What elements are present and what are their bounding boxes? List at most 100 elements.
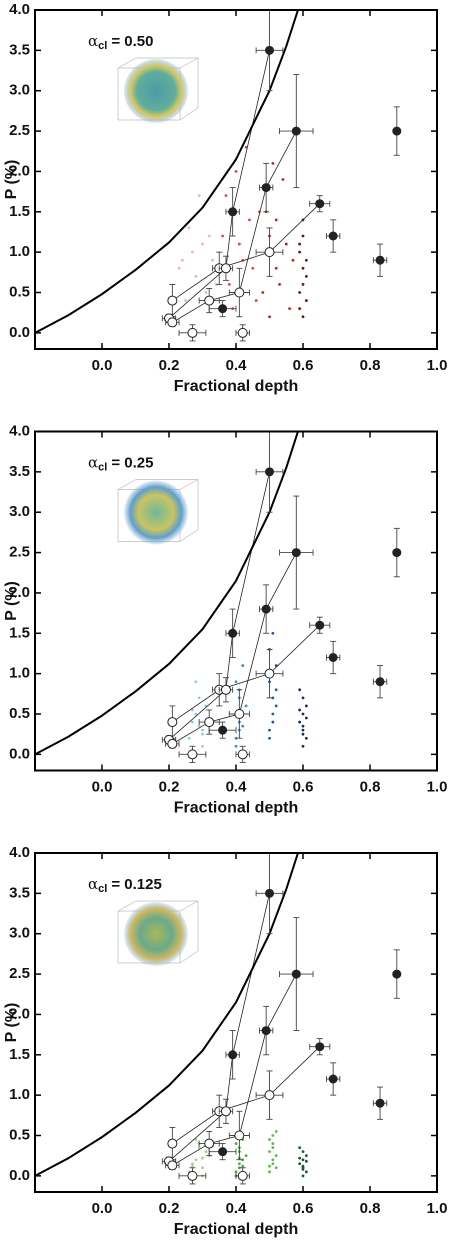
inset-sphere — [124, 480, 188, 545]
cloud-point — [298, 291, 302, 294]
filled-point — [228, 207, 238, 217]
cloud-point — [201, 728, 204, 732]
y-tick-label: 2.5 — [9, 544, 30, 561]
cloud-point — [181, 258, 184, 262]
plot-frame — [34, 852, 438, 1193]
cloud-point — [304, 704, 308, 708]
filled-point — [375, 1098, 385, 1108]
cloud-point — [301, 712, 305, 716]
y-tick-label: 3.0 — [9, 82, 30, 99]
inset-edge — [179, 479, 199, 490]
y-axis-title: P (%) — [3, 1003, 20, 1043]
x-tick-label: 0.2 — [159, 778, 180, 795]
cloud-point — [304, 1159, 308, 1163]
filled-point — [265, 467, 274, 477]
cloud-point — [268, 736, 271, 740]
cloud-point — [268, 728, 271, 732]
cloud-point — [298, 242, 302, 246]
model-curve — [35, 431, 299, 756]
connector-line — [172, 552, 297, 745]
cloud-point — [201, 1166, 204, 1170]
cloud-point — [244, 1154, 248, 1158]
cloud-point — [271, 1146, 275, 1150]
open-point — [187, 327, 198, 338]
open-point — [204, 1138, 215, 1149]
x-axis-title: Fractional depth — [174, 378, 298, 395]
y-tick-label: 4.0 — [9, 844, 30, 861]
cloud-point — [268, 1164, 271, 1168]
cloud-point — [237, 242, 241, 246]
x-tick-label: 0.2 — [159, 357, 180, 374]
cloud-point — [274, 218, 278, 222]
cloud-point — [268, 1138, 271, 1141]
cloud-point — [191, 720, 194, 724]
cloud-point — [227, 283, 231, 286]
open-point — [264, 247, 275, 258]
cloud-point — [224, 194, 228, 198]
cloud-point — [301, 315, 305, 319]
panel: αcl = 0.25 0.0 0.5 1.0 1.5 2.0 2.5 3.0 3.5 4.0 0.0 0… — [3, 422, 447, 816]
open-point — [234, 1130, 245, 1141]
x-tick-label: 1.0 — [427, 357, 448, 374]
y-tick-label: 2.0 — [9, 162, 30, 179]
open-point — [234, 287, 245, 298]
plot-area — [35, 853, 402, 1185]
filled-point — [261, 1026, 271, 1036]
filled-point — [315, 620, 325, 630]
open-point — [167, 1138, 178, 1149]
cloud-point — [271, 1142, 275, 1145]
annotation-subscript: cl — [98, 883, 107, 895]
y-tick-label: 3.5 — [9, 884, 30, 901]
cloud-point — [194, 274, 198, 278]
y-tick-label: 1.5 — [9, 203, 30, 220]
y-axis-title: P (%) — [3, 581, 20, 621]
filled-point — [315, 199, 325, 209]
cloud-point — [197, 724, 201, 728]
annotation: αcl = 0.25 — [88, 454, 153, 474]
x-tick-label: 0.0 — [92, 1200, 113, 1217]
cloud-point — [274, 688, 278, 692]
cloud-point — [291, 258, 295, 262]
filled-point — [328, 653, 338, 662]
y-tick-label: 0.5 — [9, 1126, 30, 1143]
annotation-symbol: α — [88, 875, 98, 893]
cloud-point — [274, 704, 278, 708]
plot-area — [35, 431, 402, 763]
filled-point — [392, 548, 402, 558]
cloud-point — [301, 1168, 305, 1171]
connector-line — [172, 130, 297, 323]
model-curve — [35, 10, 299, 334]
cloud-point — [301, 732, 305, 736]
filled-point — [291, 548, 301, 558]
open-point — [167, 1160, 178, 1171]
cloud-point — [241, 664, 245, 667]
cloud-point — [234, 1142, 238, 1145]
cloud-point — [197, 1146, 201, 1150]
connector-line — [168, 50, 270, 319]
cloud-point — [274, 266, 278, 270]
x-tick-label: 0.8 — [360, 357, 381, 374]
filled-point — [218, 1147, 228, 1157]
cloud-point — [301, 1158, 305, 1162]
cloud-point — [271, 631, 275, 635]
open-point — [220, 263, 231, 274]
cloud-point — [301, 728, 305, 732]
cloud-point — [298, 720, 302, 724]
y-tick-label: 2.0 — [9, 1005, 30, 1022]
inset-image — [117, 479, 199, 545]
filled-point — [265, 45, 274, 55]
y-tick-label: 0.0 — [9, 745, 30, 762]
open-point — [220, 684, 231, 695]
cloud-point — [234, 170, 238, 173]
open-point — [167, 295, 178, 306]
cloud-point — [244, 145, 248, 149]
x-tick-label: 1.0 — [427, 778, 448, 795]
cloud-point — [177, 266, 181, 270]
cloud-point — [271, 696, 275, 700]
cloud-point — [271, 161, 275, 165]
cloud-point — [301, 283, 305, 286]
inset-sphere — [124, 59, 188, 123]
panel: αcl = 0.50 0.0 0.5 1.0 1.5 2.0 2.5 3.0 3.5 4.0 0.0 0… — [3, 1, 447, 395]
cloud-point — [234, 680, 238, 684]
y-tick-label: 3.0 — [9, 925, 30, 942]
